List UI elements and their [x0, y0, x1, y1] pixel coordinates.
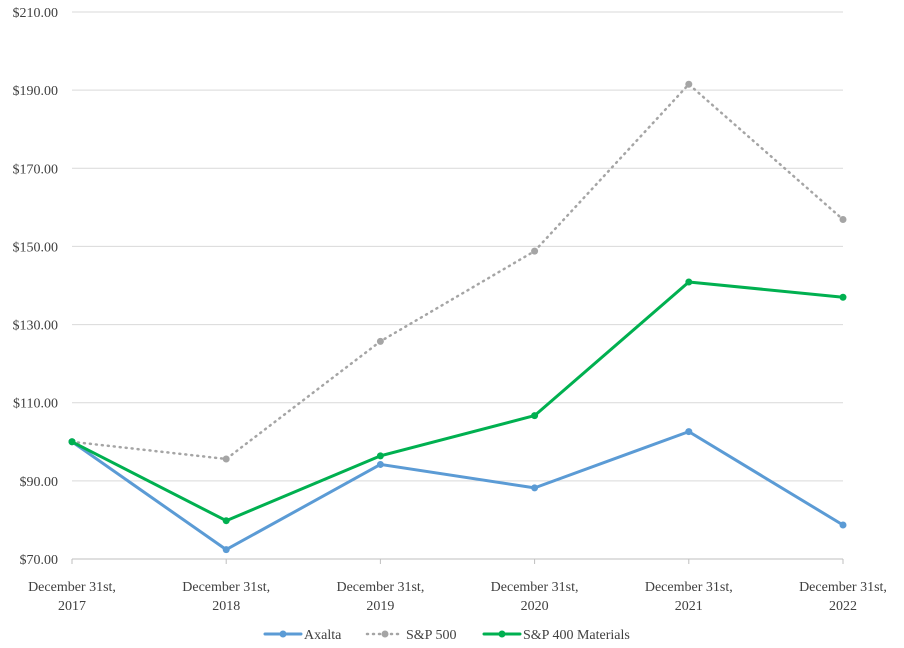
- gridlines: [72, 11, 843, 482]
- y-tick-label: $90.00: [20, 475, 59, 490]
- data-point: [68, 438, 76, 446]
- series-line: [70, 430, 845, 552]
- legend-marker: [279, 630, 287, 638]
- series-lines: [68, 80, 847, 554]
- y-tick-label: $190.00: [13, 84, 59, 99]
- data-point: [839, 215, 847, 223]
- data-point: [376, 452, 384, 460]
- data-point: [376, 460, 384, 468]
- legend-label: S&P 500: [406, 628, 456, 643]
- legend-marker: [498, 630, 506, 638]
- y-tick-label: $110.00: [13, 397, 58, 412]
- x-tick-label: December 31st, 2021: [645, 580, 733, 614]
- data-point: [839, 521, 847, 529]
- legend-label: S&P 400 Materials: [523, 628, 630, 643]
- y-axis-tick-labels: $70.00 $90.00 $110.00 $130.00 $150.00 $170.00…: [13, 6, 59, 568]
- data-point: [531, 412, 539, 420]
- x-axis-tick-labels: December 31st, 2017 December 31st, 2018 Dece…: [28, 580, 887, 614]
- x-tick-label: December 31st, 2017: [28, 580, 116, 614]
- data-point: [685, 80, 693, 88]
- data-point: [222, 546, 230, 554]
- data-point: [531, 247, 539, 255]
- x-tick-label: December 31st, 2018: [182, 580, 270, 614]
- legend-marker: [381, 630, 389, 638]
- data-point: [222, 517, 230, 525]
- x-tick-label: December 31st, 2022: [799, 580, 887, 614]
- x-axis: [71, 558, 844, 564]
- data-point: [222, 455, 230, 463]
- data-point: [685, 278, 693, 286]
- y-tick-label: $150.00: [13, 240, 59, 255]
- x-tick-label: December 31st, 2019: [336, 580, 424, 614]
- x-tick-label: December 31st, 2020: [491, 580, 579, 614]
- data-point: [531, 484, 539, 492]
- data-point: [839, 293, 847, 301]
- y-tick-label: $70.00: [20, 553, 59, 568]
- series-line: [70, 280, 845, 523]
- series-line: [70, 83, 845, 461]
- data-point: [376, 337, 384, 345]
- data-point: [685, 428, 693, 436]
- y-tick-label: $130.00: [13, 319, 59, 334]
- legend-label: Axalta: [304, 628, 342, 643]
- legend: Axalta S&P 500 S&P 400 Materials: [263, 628, 630, 643]
- y-tick-label: $210.00: [13, 6, 59, 21]
- y-tick-label: $170.00: [13, 162, 59, 177]
